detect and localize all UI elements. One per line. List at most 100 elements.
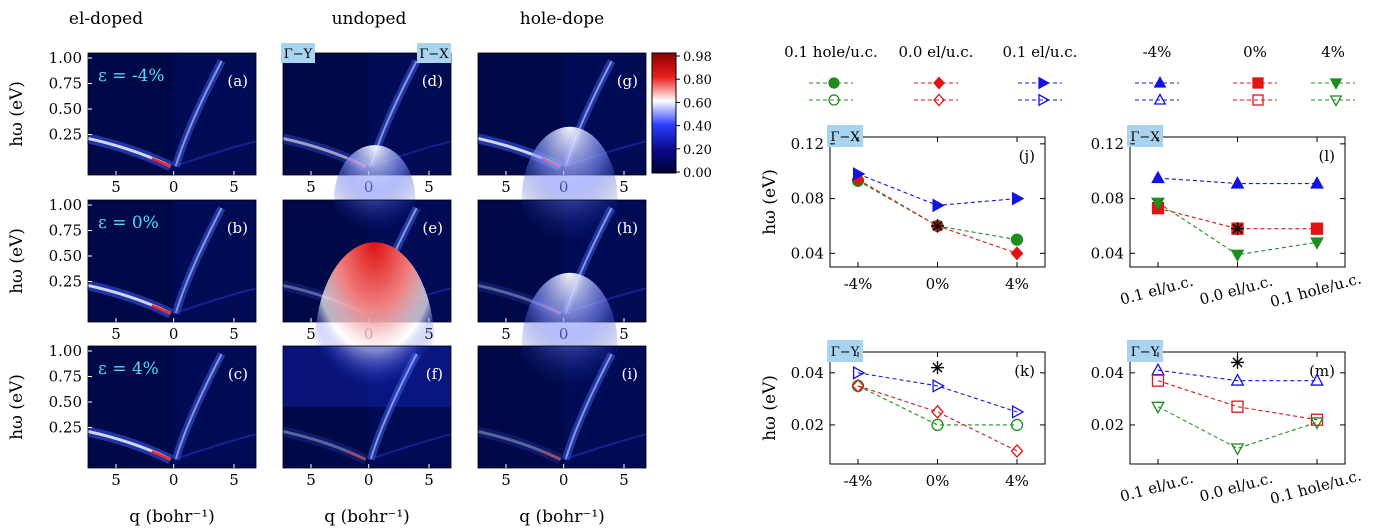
heatmap-frame <box>87 345 257 469</box>
panel-label: (b) <box>227 219 248 237</box>
legend-label: 0.1 el/u.c. <box>1003 43 1078 61</box>
data-point <box>1151 374 1165 387</box>
dispersion-flat <box>173 140 257 168</box>
panel-label: (j) <box>1019 147 1035 165</box>
series <box>1151 401 1324 456</box>
legend-label: -4% <box>1143 43 1172 61</box>
colorbar-tick-label: 0.40 <box>683 120 712 135</box>
legend-marker <box>1252 77 1264 89</box>
dispersion-hot <box>151 450 172 461</box>
panel-label: (a) <box>227 72 248 90</box>
series <box>1151 197 1324 263</box>
series-line <box>857 372 1018 413</box>
colorbar-gradient <box>651 52 677 174</box>
y-tick-label: 0.04 <box>791 244 824 262</box>
x-tick-label: 5 <box>501 471 511 489</box>
data-point <box>1151 401 1165 415</box>
heatmap-y-label: hω (eV) <box>7 81 27 147</box>
y-tick-label: 0.02 <box>1091 416 1124 434</box>
legend-item: 4% <box>1311 43 1355 107</box>
y-tick-label: 0.02 <box>791 416 824 434</box>
column-title-undoped: undoped <box>332 9 407 29</box>
x-tick-label: 5 <box>229 471 239 489</box>
y-tick-label: 0.08 <box>1091 190 1124 208</box>
x-tick-label: 0.1 hole/u.c. <box>1268 269 1363 311</box>
star-marker <box>1231 222 1244 236</box>
data-point <box>1011 405 1025 419</box>
heatmap-frame <box>87 52 257 176</box>
line-chart-m: Γ−Y (m) 0.02 0.04 0.1 el/u.c. 0.0 el/u.c.0.1 … <box>1091 340 1363 508</box>
x-tick-label: 0.1 el/u.c. <box>1118 469 1195 506</box>
x-tick-label: 0.1 el/u.c. <box>1118 272 1195 309</box>
dispersion-flat <box>563 433 647 461</box>
y-tick-label: 0.25 <box>49 273 82 291</box>
legend-marker <box>1329 78 1343 90</box>
series-line <box>857 173 1018 206</box>
y-tick-label: 0.04 <box>791 364 824 382</box>
y-tick-label: 1.00 <box>49 49 82 67</box>
y-tick-label: 0.75 <box>49 222 82 240</box>
data-point <box>931 418 944 432</box>
panel-label: (c) <box>228 365 248 383</box>
y-tick-label: 0.75 <box>49 368 82 386</box>
series <box>852 167 1025 213</box>
direction-box <box>827 125 863 147</box>
column-title-el-doped: el-doped <box>69 9 143 29</box>
legend-strain: -4% 0% 4% <box>1135 43 1355 107</box>
x-tick-label: 5 <box>501 325 511 343</box>
dispersion-halo <box>476 426 563 464</box>
dispersion-right-core <box>369 353 418 460</box>
panel-label: (i) <box>621 365 638 383</box>
dispersion-flat <box>173 287 257 315</box>
star-marker <box>931 219 944 233</box>
data-point <box>1010 443 1024 458</box>
y-tick-label: 1.00 <box>49 196 82 214</box>
colorbar-tick-label: 0.80 <box>683 73 712 88</box>
colorbar-tick-label: 0.60 <box>683 96 712 111</box>
series-line <box>857 178 1018 254</box>
legend-label: 4% <box>1321 43 1345 61</box>
legend-item: 0% <box>1233 43 1277 106</box>
legend-marker <box>828 94 840 106</box>
star-marker <box>931 361 944 375</box>
data-point <box>1010 418 1024 432</box>
direction-label: Γ−Y <box>1131 345 1160 360</box>
x-tick-label: 0% <box>926 472 950 490</box>
x-tick-label: 0 <box>364 471 374 489</box>
y-axis-label: hω (eV) <box>760 169 780 235</box>
x-tick-label: -4% <box>844 275 873 293</box>
data-point <box>1310 373 1324 386</box>
x-tick-label: 5 <box>229 325 239 343</box>
dispersion-right-core <box>564 353 613 460</box>
heatmap-grid: (a) 5 0 5 1.00 0.75 0.50 0.25 hω (eV) ε = -4% (b) 5… <box>7 43 647 527</box>
x-tick-label: -4% <box>844 472 873 490</box>
y-tick-label: 0.04 <box>1091 364 1124 382</box>
dispersion-right-core <box>174 207 223 314</box>
y-tick-label: 1.00 <box>49 342 82 360</box>
data-point <box>1151 197 1165 211</box>
panel-label: (m) <box>1309 362 1335 380</box>
dispersion-right-core <box>174 60 223 167</box>
heatmap-panel-a: (a) 5 0 5 1.00 0.75 0.50 0.25 hω (eV) ε = -4% <box>7 49 257 196</box>
series <box>852 365 1025 419</box>
x-tick-label: 5 <box>619 471 629 489</box>
data-point <box>1230 373 1245 386</box>
colorbar-tick-label: 0.20 <box>683 143 712 158</box>
colorbar: 0.98 0.80 0.60 0.40 0.20 0.00 <box>651 50 712 181</box>
x-tick-label: 5 <box>424 471 434 489</box>
legend-marker <box>828 77 840 89</box>
heatmap-x-label: q (bohr⁻¹) <box>324 507 410 527</box>
legend-label: 0.0 el/u.c. <box>899 43 974 61</box>
heatmap-x-label: q (bohr⁻¹) <box>519 507 605 527</box>
data-point <box>1310 176 1324 189</box>
legend-marker <box>1038 76 1050 90</box>
heatmap-y-label: hω (eV) <box>7 374 27 440</box>
y-tick-label: 0.08 <box>791 190 824 208</box>
panel-label: (l) <box>1318 147 1335 165</box>
y-tick-label: 0.50 <box>49 247 82 265</box>
legend-item: 0.1 el/u.c. <box>1003 43 1078 107</box>
dispersion-flat <box>173 433 257 461</box>
data-point <box>1310 417 1324 430</box>
direction-box-gamma-x <box>417 43 451 63</box>
star-marker <box>1231 355 1244 369</box>
